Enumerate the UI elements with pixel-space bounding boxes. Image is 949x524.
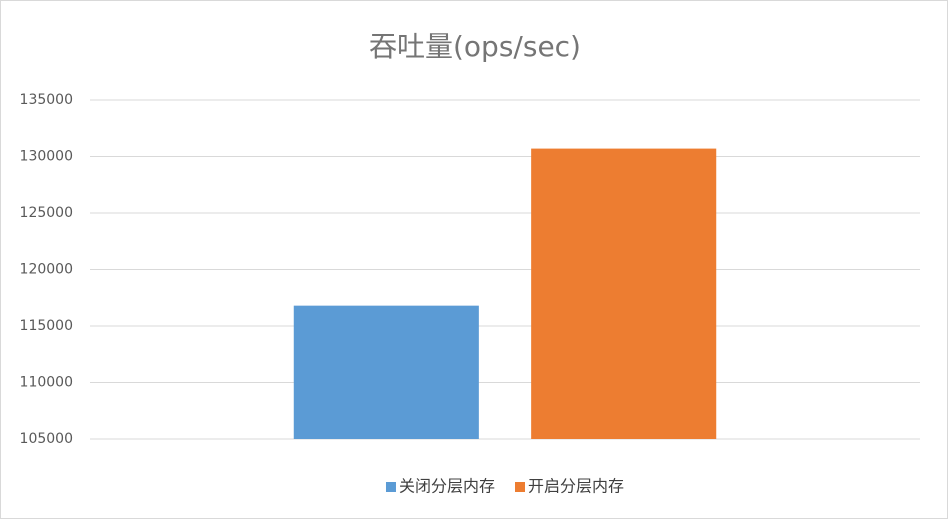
legend-swatch [515,482,525,492]
y-tick-label: 105000 [20,431,73,447]
y-tick-label: 120000 [20,262,73,278]
bar [531,148,717,439]
y-tick-label: 115000 [20,318,73,334]
legend-label: 关闭分层内存 [399,477,495,496]
y-tick-label: 135000 [20,92,73,108]
y-tick-label: 125000 [20,205,73,221]
y-tick-label: 130000 [20,149,73,165]
legend-swatch [385,482,396,492]
legend-label: 开启分层内存 [528,477,624,496]
bar [293,305,479,439]
y-tick-label: 110000 [20,375,73,391]
chart-title: 吞吐量(ops/sec) [369,30,581,63]
